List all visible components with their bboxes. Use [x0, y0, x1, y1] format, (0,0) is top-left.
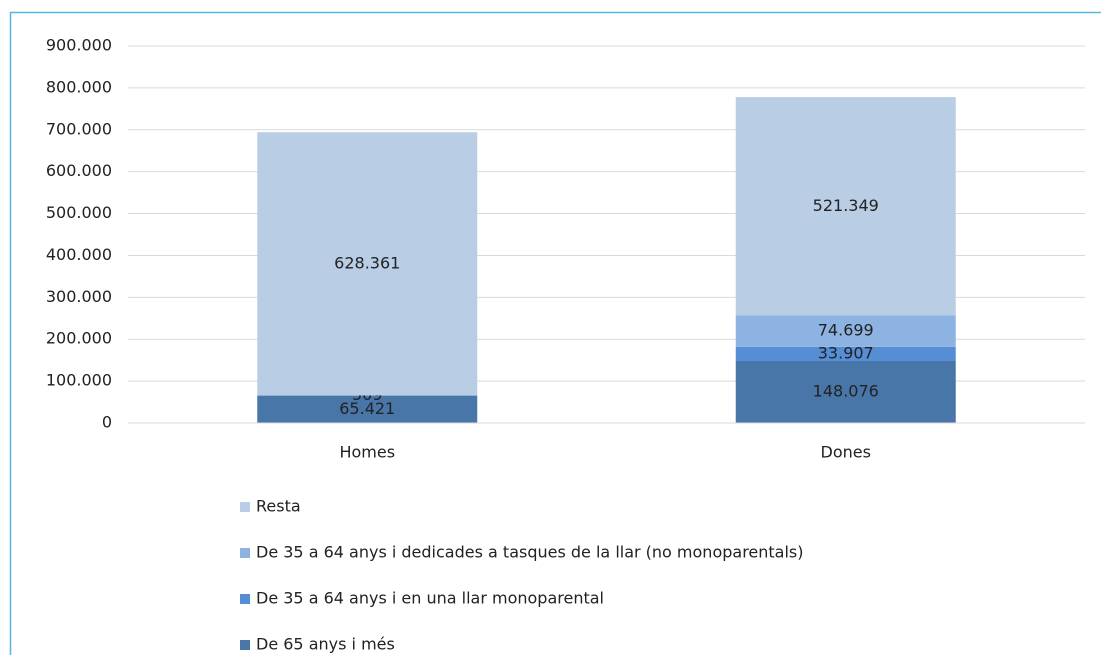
- bar-segment: [735, 315, 956, 347]
- bar-segment: [735, 97, 956, 316]
- y-tick-label: 900.000: [46, 36, 112, 55]
- y-tick-label: 600.000: [46, 161, 112, 180]
- data-label: 521.349: [813, 196, 879, 215]
- bar-segment: [735, 346, 956, 361]
- data-label: 33.907: [818, 343, 874, 362]
- frame: [9, 11, 1101, 655]
- y-tick-label: 300.000: [46, 287, 112, 306]
- legend-swatch: [240, 502, 250, 512]
- bar-segment: [735, 360, 956, 423]
- legend-label: Resta: [256, 497, 301, 516]
- x-tick-label: Homes: [339, 443, 395, 462]
- bar-segment: [257, 132, 478, 396]
- legend-label: De 35 a 64 anys i en una llar monoparent…: [256, 589, 604, 608]
- y-tick-label: 0: [102, 413, 112, 432]
- y-tick-label: 400.000: [46, 245, 112, 264]
- legend-swatch: [240, 640, 250, 650]
- legend-swatch: [240, 548, 250, 558]
- y-tick-label: 500.000: [46, 203, 112, 222]
- legend-swatch: [240, 594, 250, 604]
- y-tick-label: 800.000: [46, 77, 112, 96]
- legend-label: De 35 a 64 anys i dedicades a tasques de…: [256, 543, 804, 562]
- data-label: 74.699: [818, 321, 874, 340]
- y-tick-label: 100.000: [46, 371, 112, 390]
- data-label: 148.076: [813, 381, 879, 400]
- y-tick-label: 700.000: [46, 119, 112, 138]
- data-label: 628.361: [334, 253, 400, 272]
- legend-label: De 65 anys i més: [256, 635, 395, 654]
- y-tick-label: 200.000: [46, 329, 112, 348]
- data-label: 65.421: [339, 399, 395, 418]
- x-tick-label: Dones: [821, 443, 871, 462]
- bar-segment: [257, 395, 478, 423]
